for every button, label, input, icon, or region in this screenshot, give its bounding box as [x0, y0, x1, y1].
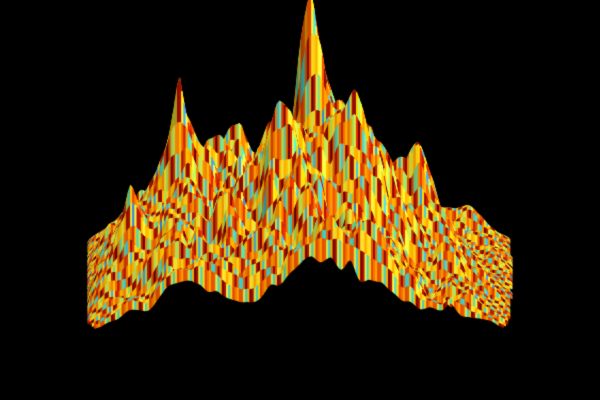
surface-figure [0, 0, 600, 400]
surface-plot [0, 0, 600, 400]
